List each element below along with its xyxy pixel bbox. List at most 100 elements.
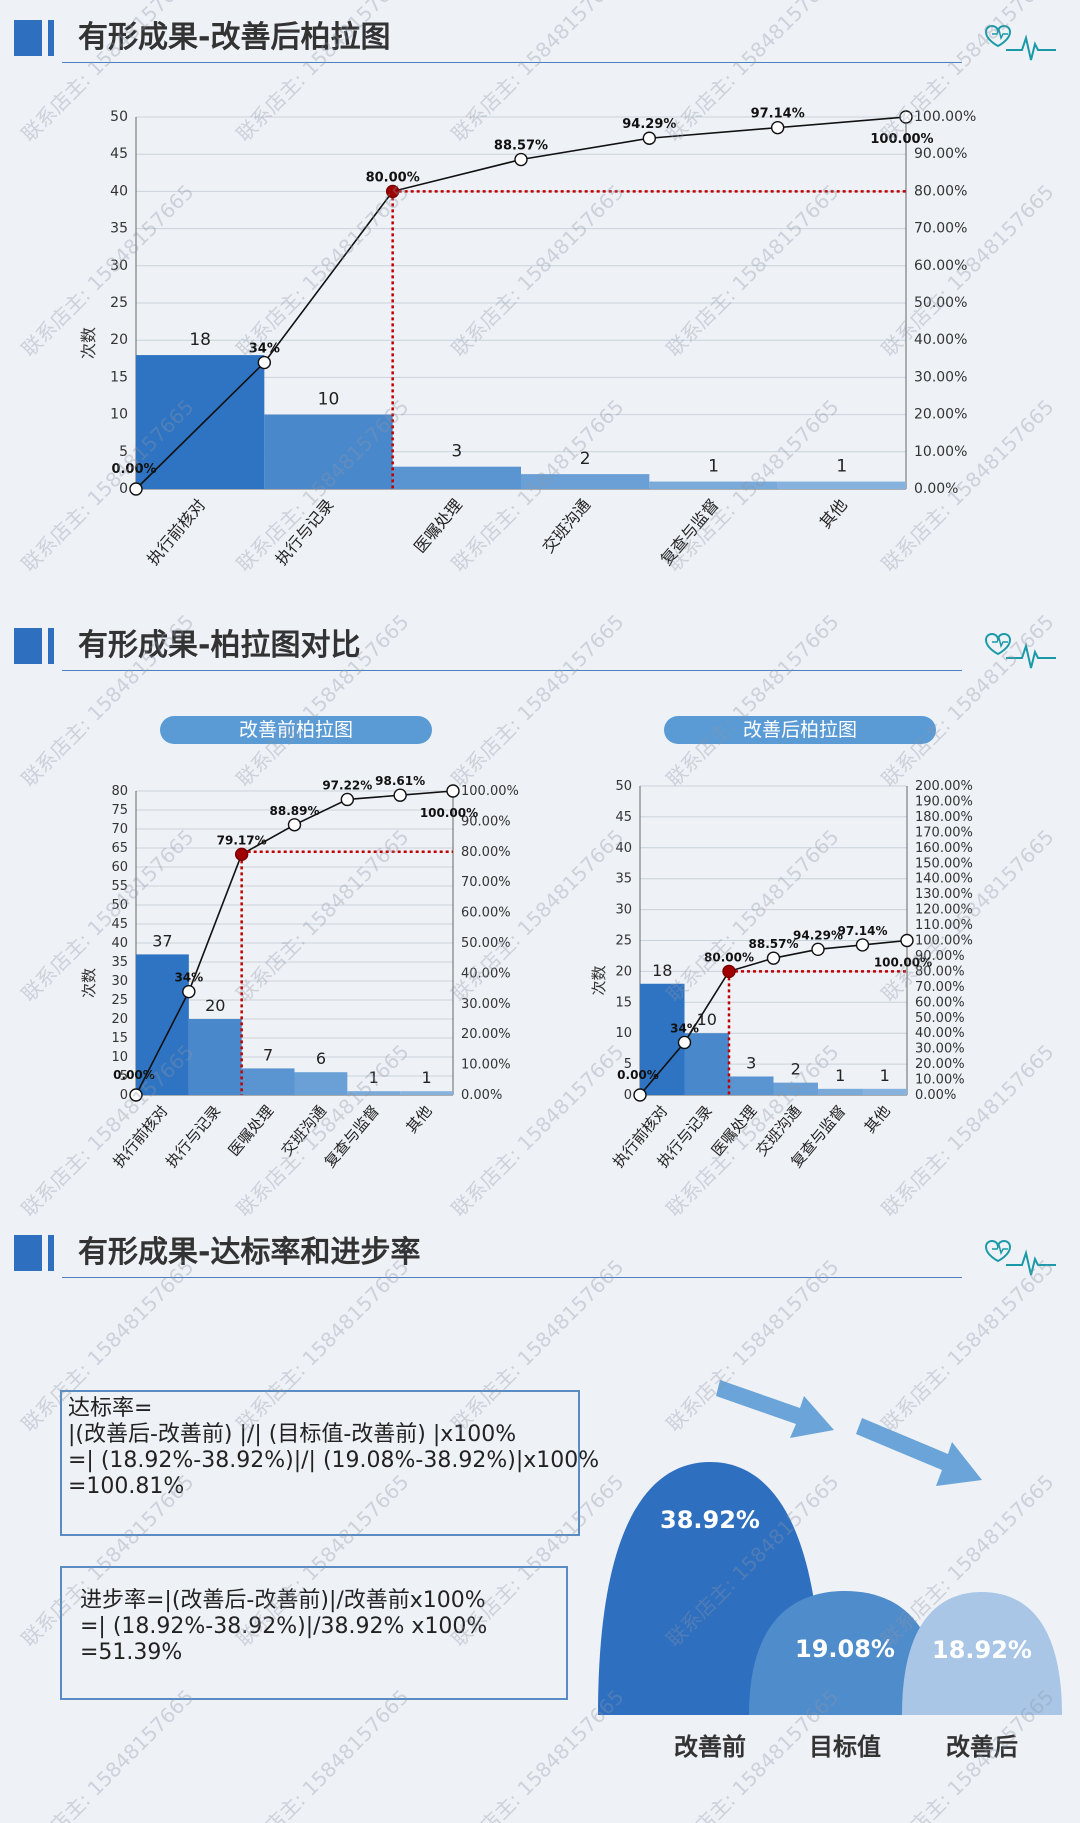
cumulative-label: 100.00%: [420, 806, 478, 820]
y-axis-label: 次数: [590, 965, 608, 995]
pareto-chart-before: 051015202530354045505560657075800.00%10.…: [80, 774, 519, 1171]
y-tick-label: 20: [615, 964, 632, 979]
bar: [640, 983, 685, 1095]
y2-tick-label: 190.00%: [915, 794, 973, 809]
y-tick-label: 40: [615, 841, 632, 856]
y2-tick-label: 150.00%: [915, 856, 973, 871]
bar: [862, 1088, 907, 1095]
y2-tick-label: 70.00%: [461, 875, 511, 890]
y-tick-label: 45: [111, 917, 128, 932]
rate-category-label: 目标值: [809, 1733, 881, 1761]
y-axis-label: 次数: [80, 968, 98, 998]
bar: [136, 954, 189, 1095]
y2-tick-label: 100.00%: [915, 934, 973, 949]
cumulative-label: 80.00%: [366, 170, 420, 185]
heartbeat-icon: [984, 633, 1056, 669]
y-tick-label: 45: [110, 146, 128, 162]
y-tick-label: 80: [111, 784, 128, 799]
section-header-1: 有形成果-改善后柏拉图: [0, 20, 1080, 80]
cumulative-label: 34%: [670, 1021, 699, 1035]
section-title: 有形成果-改善后柏拉图: [78, 20, 391, 55]
y2-tick-label: 40.00%: [914, 332, 967, 348]
formula-line: =100.81%: [68, 1474, 185, 1499]
header-divider: [62, 62, 962, 63]
bar: [777, 481, 906, 489]
y2-tick-label: 50.00%: [914, 295, 967, 311]
y-tick-label: 5: [119, 444, 128, 460]
header-block: [14, 1235, 42, 1271]
formula-line: |(改善后-改善前) |/| (目标值-改善前) |x100%: [68, 1422, 517, 1447]
category-label: 执行前核对: [143, 495, 209, 569]
y-tick-label: 70: [111, 822, 128, 837]
y-tick-label: 50: [111, 898, 128, 913]
category-label: 其他: [816, 495, 851, 532]
cumulative-point: [514, 152, 528, 167]
header-block: [14, 628, 42, 664]
bar-value-label: 2: [580, 449, 591, 469]
category-label: 交班沟通: [278, 1102, 330, 1160]
category-label: 医嘱处理: [225, 1102, 277, 1160]
cumulative-label: 34%: [174, 971, 203, 985]
progress-rate-box: 进步率=|(改善后-改善前)|/改善前x100% =| (18.92%-38.9…: [60, 1566, 568, 1700]
rate-hill: [749, 1590, 941, 1715]
cumulative-label: 88.57%: [749, 937, 799, 951]
heartbeat-icon: [984, 25, 1056, 61]
y2-tick-label: 80.00%: [461, 845, 511, 860]
y-tick-label: 0: [120, 1088, 128, 1103]
bar: [241, 1068, 295, 1095]
heartbeat-icon: [984, 1240, 1056, 1276]
y-tick-label: 10: [615, 1026, 632, 1041]
y2-tick-label: 110.00%: [915, 918, 973, 933]
header-bar: [48, 1235, 54, 1271]
formula-line: =| (18.92%-38.92%)|/| (19.08%-38.92%)|x1…: [68, 1448, 600, 1473]
cumulative-point: [234, 847, 249, 862]
bar: [818, 1088, 863, 1095]
rate-value-label: 38.92%: [660, 1506, 760, 1534]
rate-value-label: 18.92%: [932, 1636, 1032, 1664]
y2-tick-label: 170.00%: [915, 825, 973, 840]
y-tick-label: 55: [111, 879, 128, 894]
y-tick-label: 25: [615, 934, 632, 949]
cumulative-label: 94.29%: [793, 928, 843, 942]
rate-category-label: 改善前: [674, 1733, 746, 1761]
before-chart-label: 改善前柏拉图: [160, 716, 432, 744]
category-label: 医嘱处理: [410, 495, 466, 556]
cumulative-label: 100.00%: [870, 132, 933, 147]
y2-tick-label: 60.00%: [461, 906, 511, 921]
y-tick-label: 65: [111, 841, 128, 856]
cumulative-point: [257, 355, 272, 370]
formula-line: =| (18.92%-38.92%)|/38.92% x100%: [80, 1614, 488, 1639]
y2-tick-label: 30.00%: [461, 997, 511, 1012]
formula-line: 达标率=: [68, 1396, 153, 1421]
after-chart-label: 改善后柏拉图: [664, 716, 936, 744]
cumulative-point: [446, 784, 460, 798]
cumulative-label: 97.14%: [751, 107, 805, 122]
y-tick-label: 0: [119, 481, 128, 497]
formula-line: 进步率=|(改善后-改善前)|/改善前x100%: [80, 1588, 486, 1613]
category-label: 复查与监督: [657, 495, 723, 569]
cumulative-label: 88.57%: [494, 139, 548, 154]
bar-value-label: 1: [369, 1068, 379, 1087]
bar: [521, 474, 650, 489]
bar-value-label: 1: [880, 1066, 890, 1085]
bar: [773, 1082, 818, 1095]
cumulative-label: 0.00%: [111, 462, 156, 477]
y2-tick-label: 80.00%: [915, 964, 965, 979]
cumulative-label: 34%: [249, 342, 280, 357]
y-tick-label: 25: [110, 295, 128, 311]
y-tick-label: 20: [110, 332, 128, 348]
cumulative-point: [182, 984, 196, 999]
cumulative-point: [766, 951, 781, 965]
y2-tick-label: 100.00%: [914, 109, 976, 125]
y-tick-label: 50: [615, 779, 632, 794]
rate-category-label: 改善后: [946, 1733, 1018, 1761]
bar-value-label: 20: [205, 996, 225, 1015]
y2-tick-label: 0.00%: [914, 481, 958, 497]
bar-value-label: 6: [316, 1049, 326, 1068]
y2-tick-label: 90.00%: [915, 949, 965, 964]
header-divider: [62, 1277, 962, 1278]
y2-tick-label: 0.00%: [915, 1088, 956, 1103]
y2-tick-label: 140.00%: [915, 872, 973, 887]
cumulative-label: 98.61%: [375, 774, 425, 788]
cumulative-point: [385, 184, 400, 199]
